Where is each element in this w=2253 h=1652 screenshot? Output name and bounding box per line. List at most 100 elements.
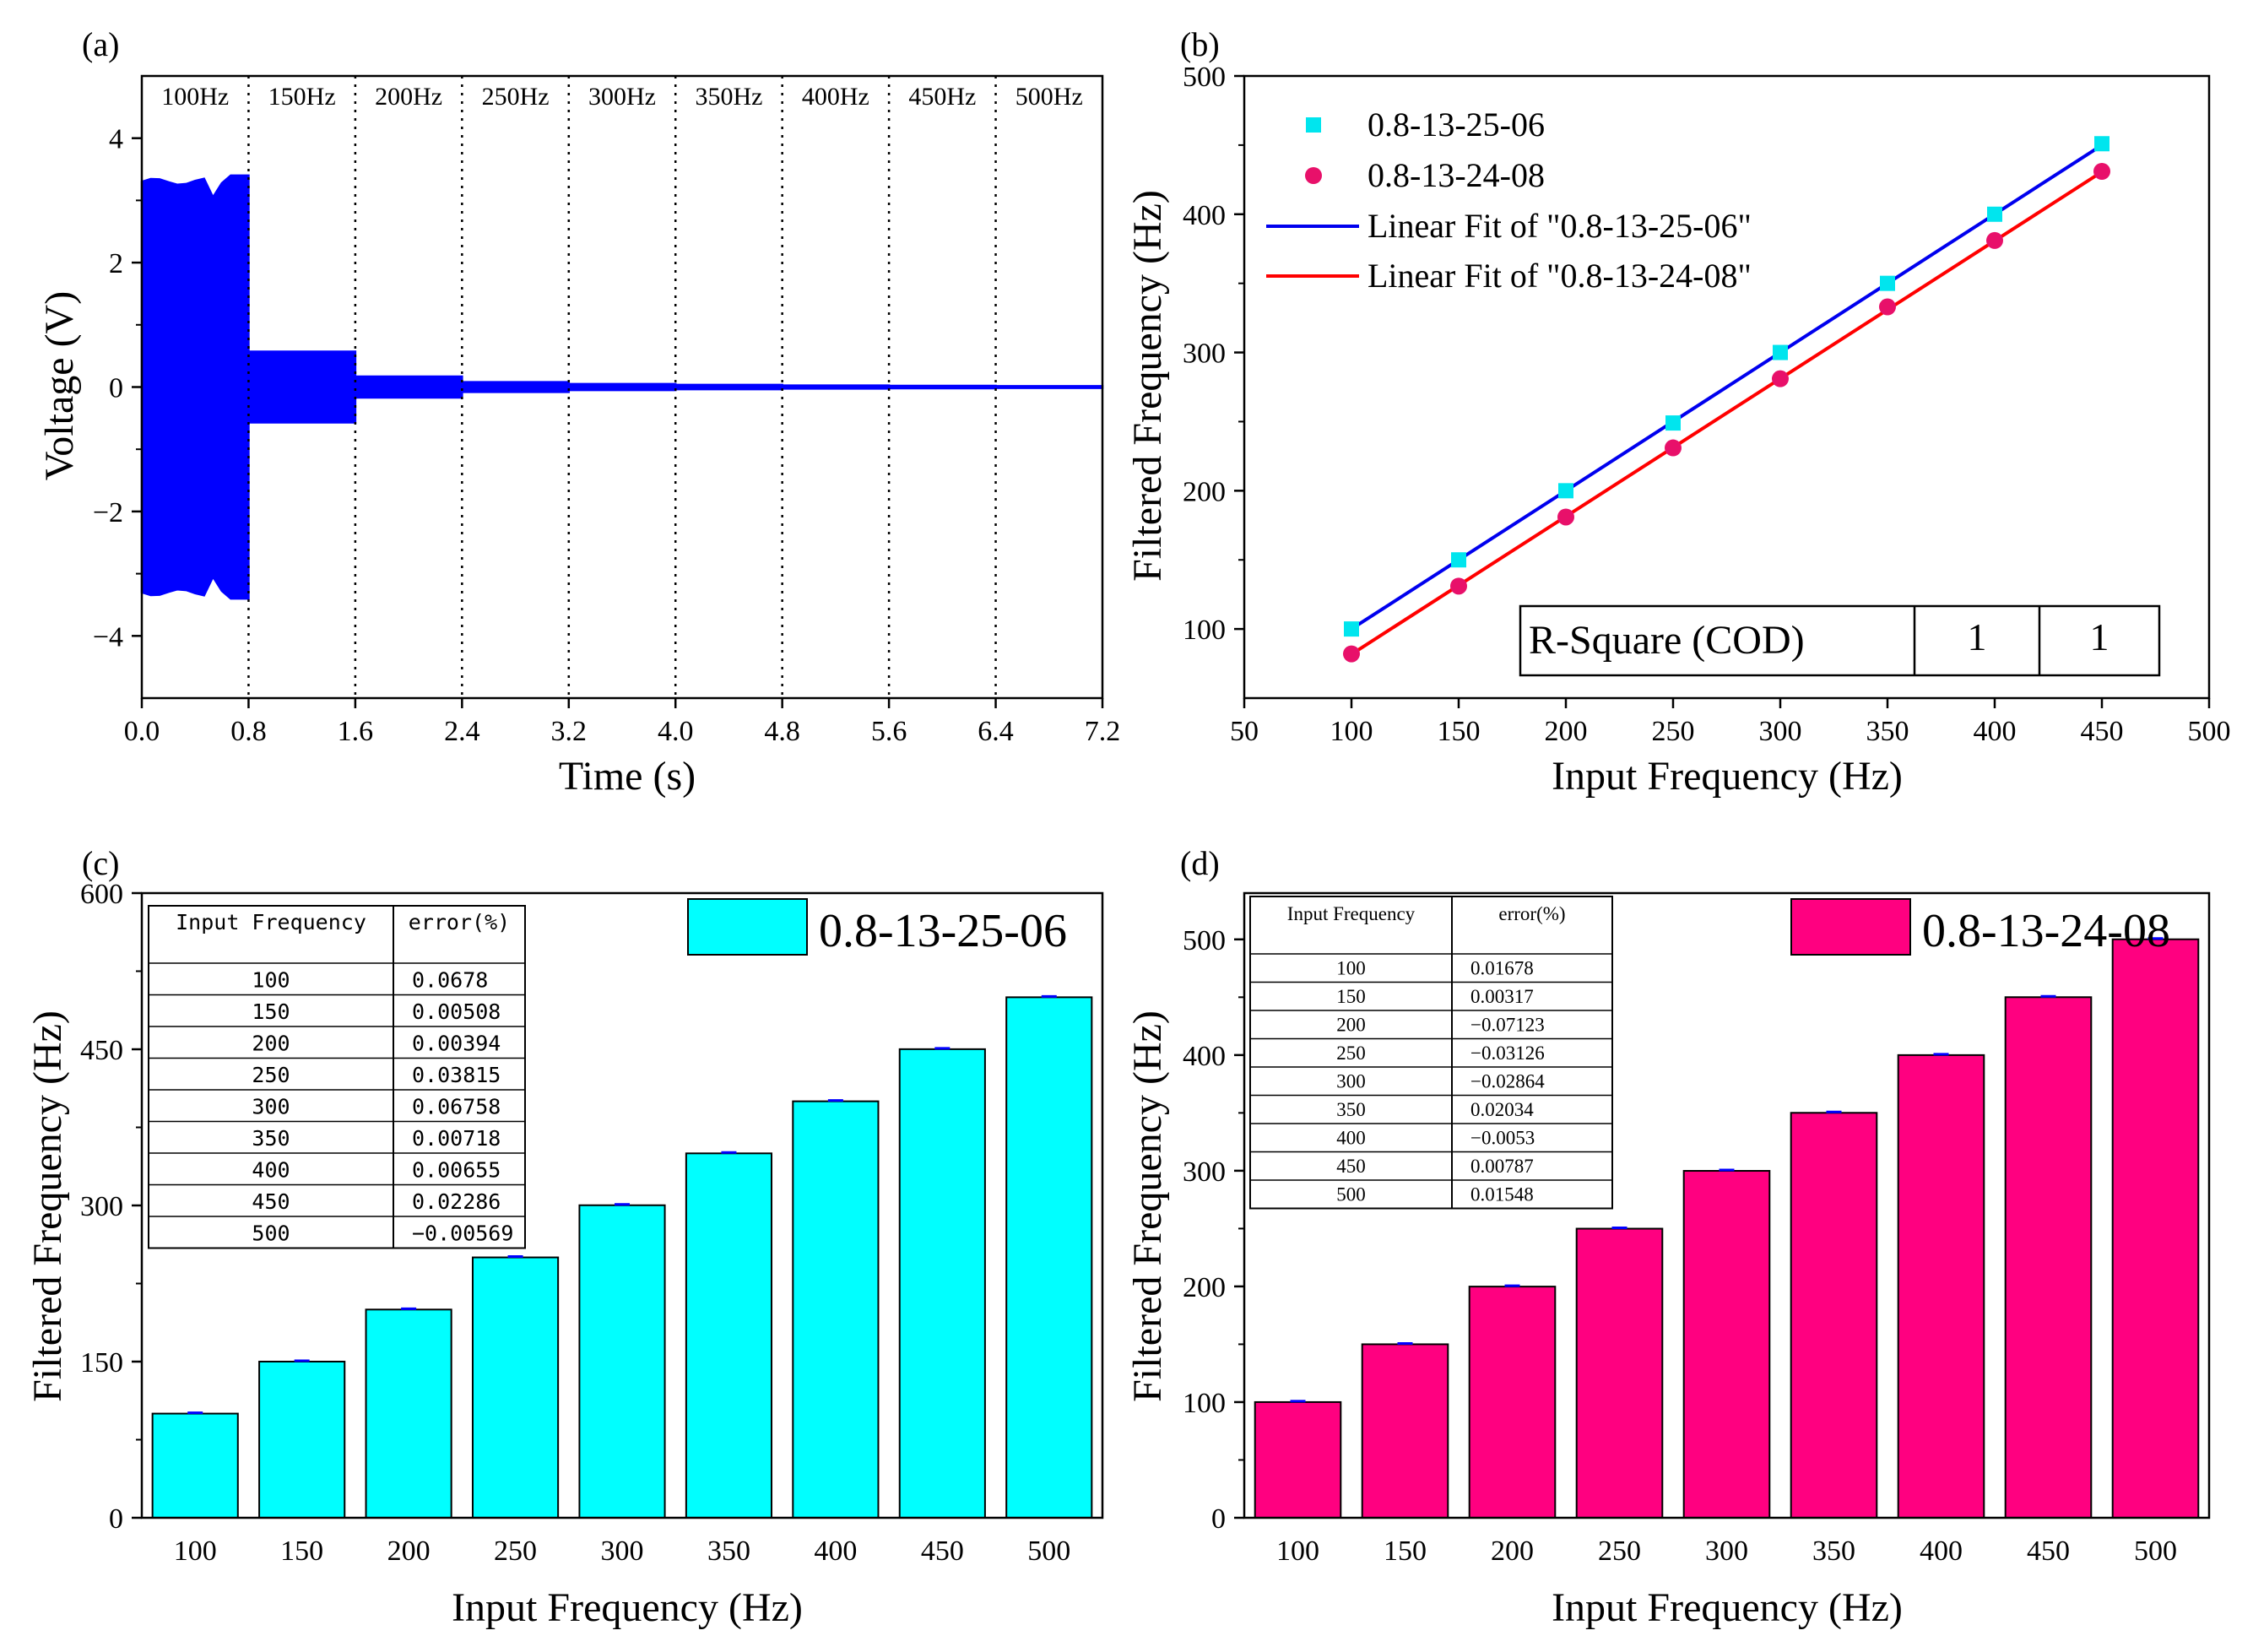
- fit-line-2: [1350, 170, 2104, 656]
- table-cell: 500: [252, 1221, 290, 1246]
- table-cell: 0.02286: [412, 1189, 501, 1214]
- x-tick-label: 5.6: [871, 716, 907, 747]
- segment-label: 150Hz: [268, 83, 336, 111]
- x-tick-label: 500: [2134, 1536, 2177, 1567]
- panel-c-x-axis-label: Input Frequency (Hz): [452, 1585, 803, 1630]
- table-cell: 200: [1336, 1015, 1366, 1036]
- y-tick-label: 100: [1183, 615, 1226, 646]
- x-tick-label: 3.2: [551, 716, 588, 747]
- table-cell: 500: [1336, 1184, 1366, 1205]
- bar: [578, 1204, 666, 1519]
- x-tick-label: 500: [1027, 1536, 1070, 1567]
- y-tick-label: 500: [1183, 925, 1226, 956]
- data-point-square: [2094, 136, 2109, 152]
- x-tick-label: 150: [1438, 716, 1481, 747]
- legend-marker-square: [1306, 117, 1321, 133]
- x-tick-label: 0.8: [230, 716, 267, 747]
- table-cell: 100: [252, 968, 290, 993]
- bar: [898, 1048, 986, 1519]
- x-tick-label: 6.4: [978, 716, 1014, 747]
- bar: [1682, 1170, 1771, 1519]
- table-cell: 450: [252, 1189, 290, 1214]
- x-tick-label: 100: [174, 1536, 217, 1567]
- bar: [471, 1256, 560, 1519]
- x-tick-label: 150: [1384, 1536, 1427, 1567]
- table-header: Input Frequency: [1287, 903, 1416, 924]
- table-cell: 0.02034: [1470, 1099, 1534, 1120]
- x-tick-label: 400: [1974, 716, 2017, 747]
- y-tick-label: 300: [1183, 339, 1226, 370]
- x-tick-label: 4.0: [658, 716, 694, 747]
- table-header: Input Frequency: [176, 910, 366, 934]
- segment-label: 500Hz: [1015, 83, 1083, 111]
- y-tick-label: 500: [1183, 62, 1226, 93]
- data-point-square: [1558, 483, 1573, 499]
- table-header: error(%): [409, 910, 510, 934]
- x-tick-label: 350: [707, 1536, 750, 1567]
- table-cell: 300: [252, 1095, 290, 1119]
- x-tick-label: 400: [814, 1536, 857, 1567]
- y-tick-label: 2: [109, 248, 123, 279]
- y-tick-label: 150: [80, 1347, 123, 1378]
- bar: [1897, 1053, 1985, 1519]
- x-tick-label: 300: [601, 1536, 644, 1567]
- legend-entry: Linear Fit of "0.8-13-25-06": [1368, 207, 1752, 245]
- y-tick-label: 0: [1211, 1503, 1226, 1535]
- x-tick-label: 450: [2081, 716, 2124, 747]
- table-cell: 0.00508: [412, 999, 501, 1024]
- r-square-label: R-Square (COD): [1529, 618, 1805, 663]
- data-point-square: [1665, 415, 1681, 431]
- data-point-square: [1987, 206, 2002, 222]
- x-tick-label: 350: [1866, 716, 1909, 747]
- data-point-circle: [2093, 163, 2110, 181]
- r-square-value: 1: [1968, 615, 1987, 658]
- panel-a-voltage-vs-time: (a) Voltage (V) Time (s) 100Hz 150Hz 200Hz…: [37, 25, 1120, 799]
- signal-segment-300Hz: [567, 382, 677, 392]
- r-square-value: 1: [2090, 615, 2109, 658]
- panel-a-x-axis-label: Time (s): [559, 754, 696, 799]
- data-point-circle: [1450, 577, 1467, 595]
- signal-segment-100Hz: [140, 174, 250, 600]
- panel-c-bar-chart: (c) Filtered Frequency (Hz) Input Freque…: [25, 844, 1104, 1630]
- x-tick-label: 250: [1652, 716, 1695, 747]
- signal-segment-500Hz: [994, 385, 1104, 389]
- bar: [151, 1412, 239, 1519]
- x-tick-label: 200: [1545, 716, 1588, 747]
- r-square-table: [1519, 604, 2161, 677]
- segment-label: 350Hz: [695, 83, 762, 111]
- y-tick-label: 600: [80, 879, 123, 910]
- y-tick-label: 400: [1183, 1041, 1226, 1072]
- table-cell: 150: [252, 999, 290, 1024]
- table-cell: 0.03815: [412, 1063, 501, 1087]
- signal-segment-250Hz: [461, 381, 571, 393]
- x-tick-label: 0.0: [124, 716, 160, 747]
- signal-segment-350Hz: [674, 383, 783, 391]
- panel-b-y-axis-label: Filtered Frequency (Hz): [1125, 190, 1170, 582]
- legend-entry: Linear Fit of "0.8-13-24-08": [1368, 257, 1752, 295]
- table-cell: 200: [252, 1032, 290, 1056]
- table-cell: 300: [1336, 1071, 1366, 1092]
- table-cell: 150: [1336, 986, 1366, 1007]
- bar: [1790, 1112, 1878, 1519]
- table-cell: 250: [1336, 1043, 1366, 1064]
- x-tick-label: 4.8: [764, 716, 800, 747]
- legend-swatch: [1790, 898, 1911, 956]
- panel-d-y-axis-label: Filtered Frequency (Hz): [1125, 1010, 1170, 1402]
- table-cell: 0.01548: [1470, 1184, 1534, 1205]
- x-tick-label: 300: [1759, 716, 1802, 747]
- y-tick-label: 200: [1183, 1272, 1226, 1303]
- panel-b-x-axis-label: Input Frequency (Hz): [1552, 754, 1903, 799]
- table-cell: 350: [1336, 1099, 1366, 1120]
- data-point-circle: [1986, 231, 2003, 249]
- table-cell: 400: [252, 1158, 290, 1183]
- y-tick-label: 4: [109, 124, 123, 155]
- bar: [258, 1360, 346, 1519]
- table-cell: 450: [1336, 1156, 1366, 1177]
- data-point-circle: [1557, 508, 1574, 526]
- table-cell: 0.06758: [412, 1095, 501, 1119]
- bar: [792, 1100, 880, 1519]
- signal-segment-200Hz: [354, 375, 463, 399]
- legend-marker-circle: [1305, 167, 1322, 184]
- table-cell: −0.00569: [412, 1221, 513, 1246]
- panel-b-label: (b): [1180, 25, 1220, 63]
